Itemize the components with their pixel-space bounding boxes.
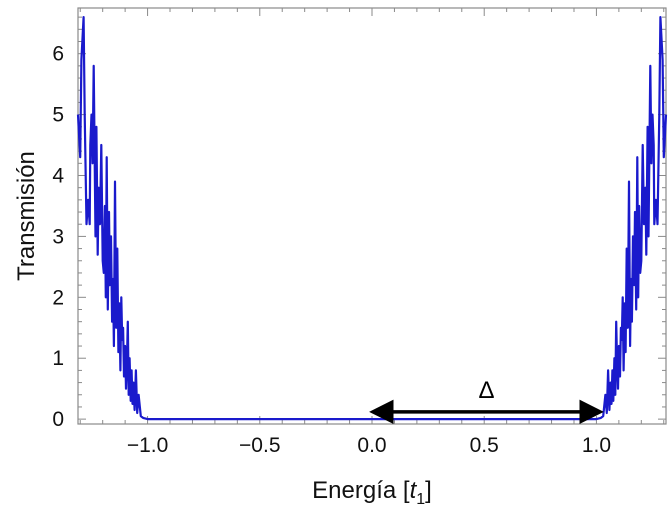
y-tick-label: 0 — [52, 408, 64, 431]
x-tick-label: 0.0 — [357, 434, 386, 457]
x-axis-title: Energía [t1] — [312, 477, 432, 508]
tick-labels: −1.0 −0.5 0.0 0.5 1.0 0 1 2 3 4 5 6 — [52, 43, 611, 457]
plot-frame — [77, 7, 667, 425]
transmission-series-line — [76, 16, 668, 421]
x-tick-label: −0.5 — [239, 434, 280, 457]
delta-label: Δ — [478, 377, 494, 404]
y-tick-label: 6 — [52, 43, 64, 66]
y-tick-label: 5 — [52, 104, 64, 127]
y-tick-label: 1 — [52, 347, 64, 370]
x-tick-label: 1.0 — [582, 434, 611, 457]
x-tick-label: 0.5 — [470, 434, 499, 457]
y-tick-label: 2 — [52, 286, 64, 309]
y-axis-title: Transmisión — [13, 151, 40, 281]
y-tick-label: 4 — [52, 164, 64, 187]
x-tick-label: −1.0 — [127, 434, 168, 457]
y-tick-label: 3 — [52, 225, 64, 248]
axis-ticks — [78, 8, 666, 424]
